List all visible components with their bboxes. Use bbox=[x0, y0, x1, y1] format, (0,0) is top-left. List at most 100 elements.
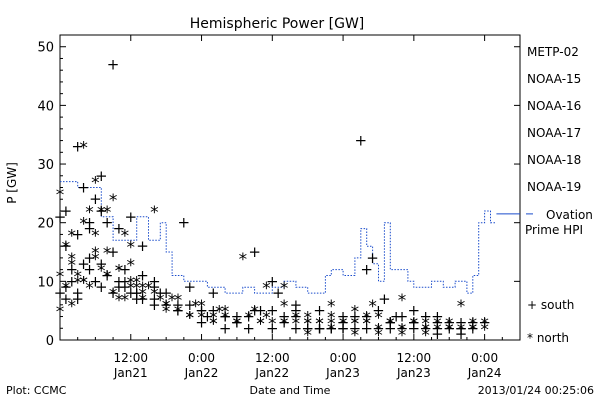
north-marker: * bbox=[351, 326, 360, 346]
legend-entry: NOAA-16 bbox=[527, 99, 581, 113]
north-marker: * bbox=[162, 297, 171, 317]
ovation-label-2: Prime HPI bbox=[525, 223, 583, 237]
north-marker: * bbox=[115, 262, 124, 282]
south-marker: + bbox=[360, 319, 373, 337]
south-marker: + bbox=[172, 302, 185, 320]
north-marker: * bbox=[121, 226, 130, 246]
north-marker: * bbox=[262, 279, 271, 299]
north-marker: * bbox=[109, 285, 118, 305]
north-marker: * bbox=[433, 314, 442, 334]
south-marker: + bbox=[467, 313, 480, 331]
south-marker: + bbox=[160, 284, 173, 302]
north-marker: * bbox=[127, 256, 136, 276]
north-marker: * bbox=[174, 291, 183, 311]
north-marker: * bbox=[62, 279, 71, 299]
north-marker: * bbox=[374, 309, 383, 329]
south-marker: + bbox=[408, 313, 421, 331]
south-marker: + bbox=[242, 308, 255, 326]
north-marker: * bbox=[79, 273, 88, 293]
ovation-hpi-line bbox=[60, 181, 497, 294]
series-noaa-16: *+*+*+*+*+*+*+* + * + * +* + * + *+* + * + * + * +* + * + * +… bbox=[56, 250, 477, 340]
south-marker: + bbox=[60, 278, 73, 296]
north-marker: * bbox=[327, 320, 336, 340]
south-marker: + bbox=[455, 325, 468, 343]
north-marker: * bbox=[433, 320, 442, 340]
north-marker: * bbox=[398, 291, 407, 311]
south-marker: + bbox=[95, 167, 108, 185]
legend-entry: NOAA-18 bbox=[527, 153, 581, 167]
south-marker: + bbox=[390, 308, 403, 326]
south-marker: + bbox=[231, 313, 244, 331]
south-marker: + bbox=[349, 319, 362, 337]
south-marker: + bbox=[419, 319, 432, 337]
south-marker: + bbox=[95, 278, 108, 296]
north-marker: * bbox=[150, 285, 159, 305]
south-marker: + bbox=[266, 319, 279, 337]
north-marker: * bbox=[185, 309, 194, 329]
south-marker: + bbox=[455, 319, 468, 337]
north-marker: * bbox=[469, 320, 478, 340]
south-marker: + bbox=[419, 308, 432, 326]
south-marker: + bbox=[130, 284, 143, 302]
north-marker: * bbox=[351, 303, 360, 323]
south-marker: + bbox=[337, 308, 350, 326]
north-marker: * bbox=[469, 314, 478, 334]
north-marker: * bbox=[138, 285, 147, 305]
south-marker: + bbox=[207, 284, 220, 302]
south-marker: + bbox=[301, 319, 314, 337]
south-marker: + bbox=[384, 313, 397, 331]
south-marker: + bbox=[366, 249, 379, 267]
north-marker: * bbox=[97, 203, 106, 223]
north-marker: * bbox=[162, 297, 171, 317]
x-tick-date: Jan22 bbox=[184, 366, 219, 380]
north-marker: * bbox=[280, 314, 289, 334]
south-marker: + bbox=[119, 261, 132, 279]
x-tick-date: Jan21 bbox=[113, 366, 148, 380]
south-marker: + bbox=[408, 313, 421, 331]
south-marker: + bbox=[113, 278, 126, 296]
north-marker: * bbox=[150, 203, 159, 223]
north-marker: * bbox=[351, 314, 360, 334]
x-tick-date: Jan22 bbox=[254, 366, 289, 380]
south-marker: + bbox=[95, 202, 108, 220]
south-marker: + bbox=[101, 214, 114, 232]
north-marker: * bbox=[327, 297, 336, 317]
south-marker: + bbox=[71, 137, 84, 155]
south-marker: + bbox=[266, 272, 279, 290]
legend-north: * north bbox=[527, 331, 569, 345]
x-axis-label: Date and Time bbox=[250, 384, 331, 397]
south-marker: + bbox=[113, 220, 126, 238]
south-marker: + bbox=[66, 272, 79, 290]
south-marker: + bbox=[313, 302, 326, 320]
series-noaa-18: *+*+*+*+*+*+*+* + * +* + * + * + * + * + * +*+ * + * + * + * +… bbox=[56, 243, 477, 346]
south-marker: + bbox=[337, 313, 350, 331]
north-marker: * bbox=[339, 314, 348, 334]
south-marker: + bbox=[60, 237, 73, 255]
south-marker: + bbox=[408, 302, 421, 320]
north-marker: * bbox=[197, 297, 206, 317]
north-marker: * bbox=[215, 303, 224, 323]
south-marker: + bbox=[248, 302, 261, 320]
north-marker: * bbox=[445, 320, 454, 340]
south-marker: + bbox=[136, 237, 149, 255]
north-marker: * bbox=[410, 314, 419, 334]
south-marker: + bbox=[313, 319, 326, 337]
y-axis-label: P [GW] bbox=[5, 162, 19, 204]
north-marker: * bbox=[315, 314, 324, 334]
north-marker: * bbox=[469, 320, 478, 340]
north-marker: * bbox=[79, 138, 88, 158]
north-marker: * bbox=[480, 314, 489, 334]
south-marker: + bbox=[107, 243, 120, 261]
north-marker: * bbox=[73, 273, 82, 293]
south-marker: + bbox=[254, 302, 267, 320]
south-marker: + bbox=[242, 319, 255, 337]
north-marker: * bbox=[256, 314, 265, 334]
north-marker: * bbox=[292, 309, 301, 329]
south-marker: + bbox=[231, 308, 244, 326]
north-marker: * bbox=[68, 250, 77, 270]
south-marker: + bbox=[183, 296, 196, 314]
south-marker: + bbox=[54, 208, 67, 226]
south-marker: + bbox=[154, 284, 167, 302]
north-marker: * bbox=[168, 291, 177, 311]
